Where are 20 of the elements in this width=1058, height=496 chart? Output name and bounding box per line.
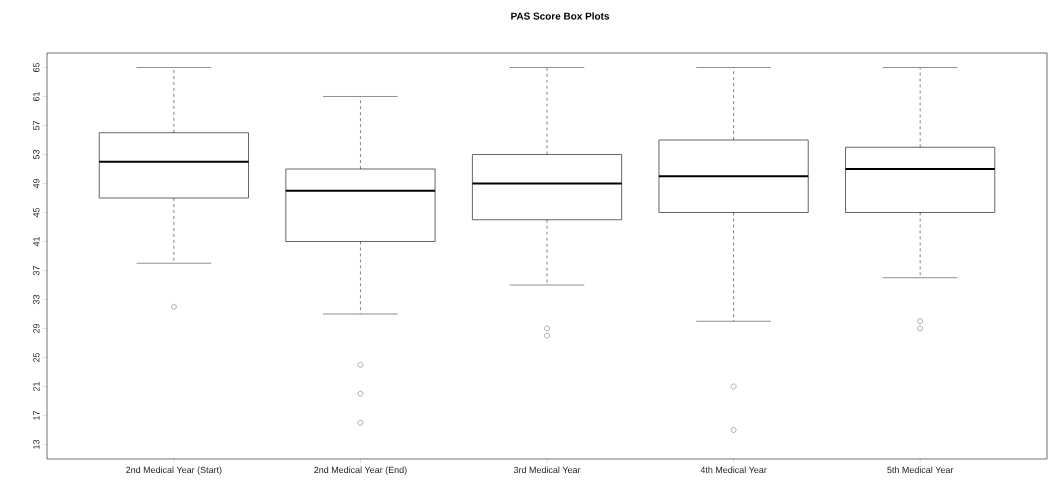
y-tick-label: 41 [33,236,40,247]
y-tick-label: 13 [33,439,40,449]
y-tick-label: 53 [33,149,40,160]
y-tick-label: 33 [33,294,40,305]
chart-title: PAS Score Box Plots [511,12,610,20]
y-tick-label: 65 [33,62,40,73]
x-tick-label: 2nd Medical Year (End) [314,466,407,475]
y-tick-label: 29 [33,323,40,334]
x-tick-label: 3rd Medical Year [513,466,581,474]
y-tick-label: 49 [33,178,40,189]
y-tick-label: 45 [33,207,40,218]
x-tick-label: 2nd Medical Year (Start) [126,466,222,475]
y-tick-label: 57 [33,120,40,131]
y-tick-label: 61 [33,91,40,102]
y-tick-label: 37 [33,265,40,276]
x-tick-label: 5th Medical Year [887,466,954,474]
x-tick-label: 4th Medical Year [700,466,767,474]
y-tick-label: 21 [33,381,40,392]
y-tick-label: 17 [33,410,40,420]
y-tick-label: 25 [33,352,40,363]
